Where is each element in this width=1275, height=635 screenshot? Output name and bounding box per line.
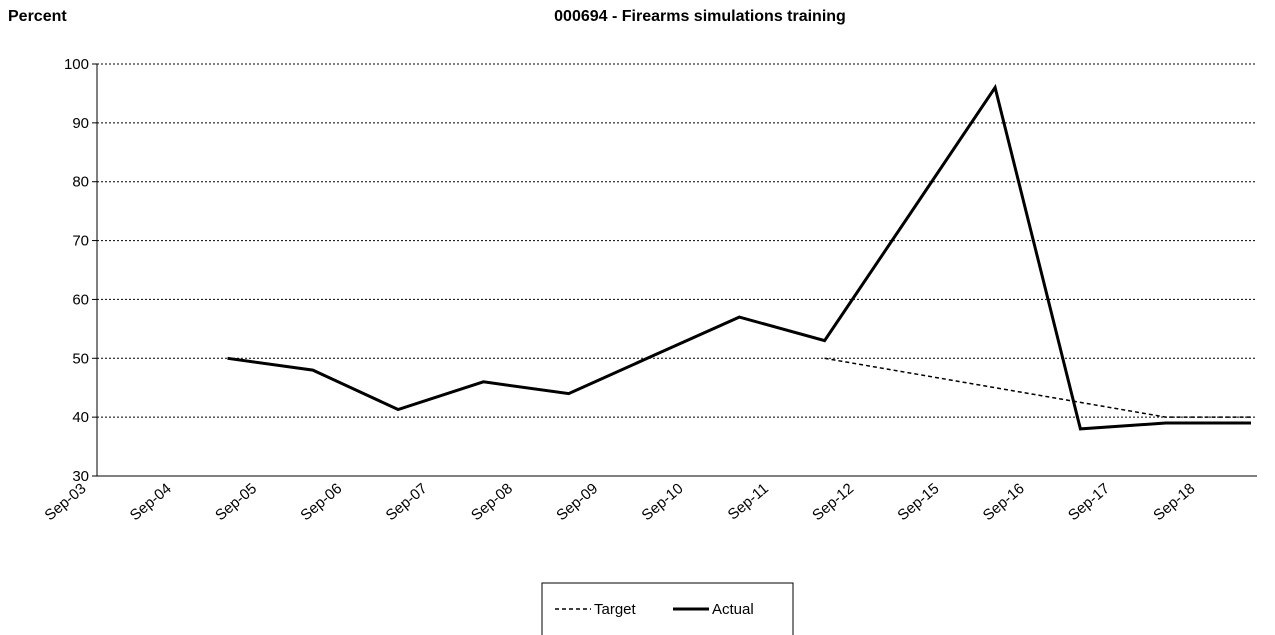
x-tick-label: Sep-03 bbox=[41, 480, 89, 524]
y-tick-label: 90 bbox=[72, 115, 89, 132]
x-tick-label: Sep-04 bbox=[127, 480, 175, 524]
x-tick-label: Sep-10 bbox=[639, 480, 687, 524]
x-tick-label: Sep-06 bbox=[297, 480, 345, 524]
y-tick-label: 50 bbox=[72, 350, 89, 367]
x-tick-label: Sep-11 bbox=[725, 480, 772, 523]
x-tick-label: Sep-15 bbox=[894, 480, 942, 524]
legend-label: Target bbox=[594, 601, 637, 618]
y-tick-label: 80 bbox=[72, 174, 89, 191]
y-tick-label: 40 bbox=[72, 409, 89, 426]
series-line bbox=[824, 357, 1251, 418]
x-tick-label: Sep-18 bbox=[1150, 480, 1198, 524]
x-tick-label: Sep-09 bbox=[553, 480, 601, 524]
x-tick-label: Sep-08 bbox=[468, 480, 516, 524]
x-tick-label: Sep-05 bbox=[212, 480, 260, 524]
y-tick-label: 60 bbox=[72, 291, 89, 308]
y-tick-label: 70 bbox=[72, 233, 89, 250]
y-axis-title: Percent bbox=[8, 8, 67, 25]
y-tick-label: 100 bbox=[64, 56, 89, 73]
legend-label: Actual bbox=[712, 601, 754, 618]
x-tick-label: Sep-16 bbox=[980, 480, 1028, 524]
x-tick-label: Sep-07 bbox=[383, 480, 431, 524]
x-tick-label: Sep-12 bbox=[809, 480, 857, 524]
y-tick-label: 30 bbox=[72, 468, 89, 485]
x-tick-label: Sep-17 bbox=[1065, 480, 1113, 524]
series-line bbox=[227, 83, 1251, 431]
chart-title: 000694 - Firearms simulations training bbox=[554, 8, 846, 25]
